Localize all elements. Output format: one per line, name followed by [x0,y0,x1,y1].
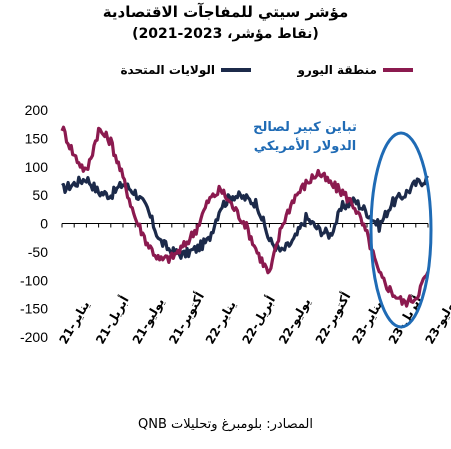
y-tick-label: 50 [32,187,48,203]
y-tick-label: 200 [25,102,49,118]
x-tick-label: يوليو-23 [422,296,451,347]
legend-swatch-euro [383,68,413,72]
y-tick-label: -50 [28,244,48,260]
x-tick-label: أبريل-22 [239,293,278,346]
legend-swatch-us [221,68,251,72]
x-tick-label: أبريل-21 [92,293,131,346]
y-tick-label: -200 [20,329,48,345]
x-tick-label: أكتوبر-21 [165,289,207,347]
chart-subtitle: (نقاط مؤشر، 2023-2021) [132,26,319,42]
x-tick-label: يوليو-21 [130,296,168,347]
annotation-text-line1: تباين كبير لصالح [253,120,357,135]
x-tick-label: يناير-21 [56,298,92,346]
x-tick-label: أكتوبر-22 [312,289,354,347]
series-line-euro [60,125,430,308]
annotation-ellipse [369,131,433,329]
series-line-us [61,175,429,260]
y-tick-label: 150 [25,130,49,146]
y-tick-label: -150 [20,301,48,317]
y-tick-label: 100 [25,159,49,175]
legend-label-us: الولايات المتحدة [120,63,215,77]
legend-item-us: الولايات المتحدة [120,63,251,77]
x-tick-label: يوليو-22 [276,296,314,347]
x-tick-label: يناير-23 [349,298,385,346]
legend: منطقة اليورو الولايات المتحدة [0,63,451,83]
annotation-text-line2: الدولار الأمريكي [254,137,356,154]
source-note: المصادر: بلومبرغ وتحليلات QNB [137,417,314,432]
x-tick-label: يناير-22 [203,298,239,346]
y-tick-label: -100 [20,272,48,288]
legend-item-euro: منطقة اليورو [297,63,413,77]
y-tick-label: 0 [40,216,48,232]
chart-title: مؤشر سيتي للمفاجآت الاقتصادية [102,3,349,21]
legend-label-euro: منطقة اليورو [297,63,377,77]
